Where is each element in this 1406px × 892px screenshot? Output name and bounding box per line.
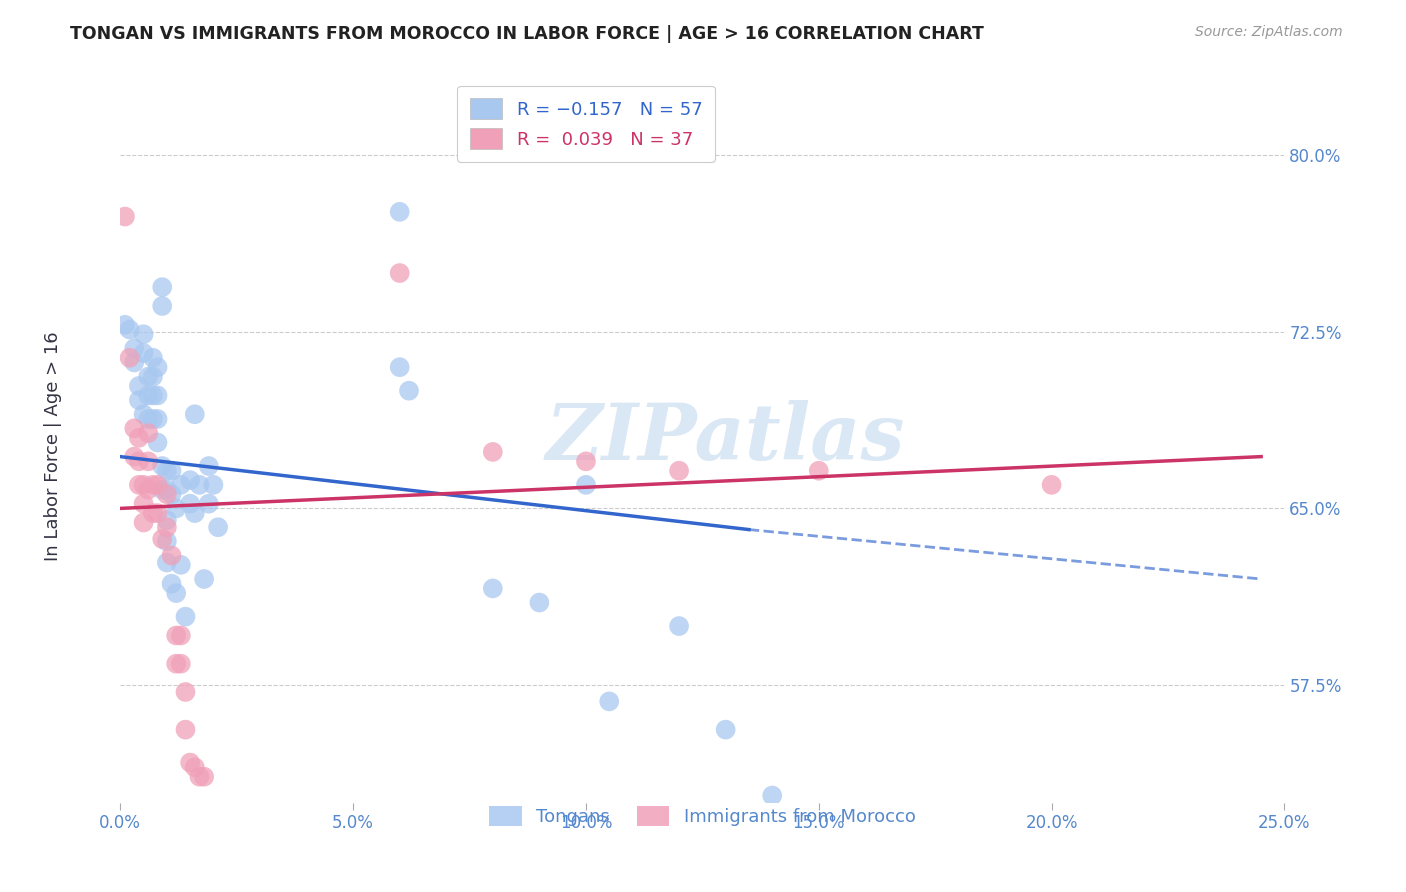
Point bbox=[165, 586, 187, 600]
Point bbox=[482, 445, 505, 459]
Point bbox=[388, 360, 411, 375]
Point bbox=[114, 318, 136, 332]
Point bbox=[150, 280, 173, 294]
Point bbox=[179, 473, 201, 487]
Point bbox=[136, 454, 159, 468]
Point bbox=[807, 464, 830, 478]
Point bbox=[150, 532, 173, 546]
Point bbox=[174, 685, 197, 699]
Point bbox=[132, 407, 155, 421]
Point bbox=[179, 756, 201, 770]
Point bbox=[202, 478, 225, 492]
Point bbox=[160, 549, 183, 563]
Point bbox=[197, 458, 219, 473]
Point bbox=[142, 369, 165, 384]
Point bbox=[184, 407, 207, 421]
Text: Source: ZipAtlas.com: Source: ZipAtlas.com bbox=[1195, 25, 1343, 39]
Point bbox=[146, 478, 169, 492]
Text: ZIPatlas: ZIPatlas bbox=[546, 400, 905, 476]
Point bbox=[388, 204, 411, 219]
Point bbox=[714, 723, 737, 737]
Point bbox=[197, 497, 219, 511]
Point bbox=[575, 478, 598, 492]
Point bbox=[668, 464, 690, 478]
Point bbox=[150, 458, 173, 473]
Point bbox=[668, 619, 690, 633]
Point bbox=[132, 346, 155, 360]
Point bbox=[165, 628, 187, 642]
Point bbox=[193, 770, 215, 784]
Point bbox=[146, 412, 169, 426]
Point bbox=[146, 506, 169, 520]
Point bbox=[165, 657, 187, 671]
Point bbox=[170, 478, 193, 492]
Point bbox=[165, 501, 187, 516]
Point bbox=[598, 694, 620, 708]
Point bbox=[132, 516, 155, 530]
Point bbox=[482, 582, 505, 596]
Point bbox=[114, 210, 136, 224]
Point bbox=[188, 770, 211, 784]
Text: TONGAN VS IMMIGRANTS FROM MOROCCO IN LABOR FORCE | AGE > 16 CORRELATION CHART: TONGAN VS IMMIGRANTS FROM MOROCCO IN LAB… bbox=[70, 25, 984, 43]
Point bbox=[156, 534, 179, 549]
Point bbox=[122, 421, 145, 435]
Point bbox=[122, 342, 145, 356]
Point bbox=[132, 497, 155, 511]
Point bbox=[160, 576, 183, 591]
Point bbox=[388, 266, 411, 280]
Point bbox=[156, 483, 179, 497]
Point bbox=[146, 388, 169, 402]
Point bbox=[150, 299, 173, 313]
Point bbox=[142, 388, 165, 402]
Point bbox=[128, 379, 150, 393]
Point bbox=[128, 478, 150, 492]
Point bbox=[170, 628, 193, 642]
Point bbox=[122, 450, 145, 464]
Point bbox=[142, 412, 165, 426]
Point bbox=[184, 760, 207, 774]
Point bbox=[761, 789, 783, 803]
Point bbox=[170, 657, 193, 671]
Point bbox=[193, 572, 215, 586]
Point bbox=[174, 723, 197, 737]
Point bbox=[174, 609, 197, 624]
Point bbox=[136, 483, 159, 497]
Point bbox=[146, 360, 169, 375]
Point bbox=[156, 556, 179, 570]
Point bbox=[150, 483, 173, 497]
Point bbox=[142, 506, 165, 520]
Point bbox=[136, 369, 159, 384]
Point bbox=[136, 412, 159, 426]
Point bbox=[398, 384, 420, 398]
Point bbox=[118, 322, 141, 336]
Point bbox=[128, 431, 150, 445]
Point bbox=[1040, 478, 1063, 492]
Point bbox=[132, 327, 155, 342]
Point bbox=[170, 558, 193, 572]
Point bbox=[142, 478, 165, 492]
Point bbox=[156, 513, 179, 527]
Point bbox=[118, 351, 141, 365]
Point bbox=[142, 351, 165, 365]
Point bbox=[156, 520, 179, 534]
Point bbox=[179, 497, 201, 511]
Point bbox=[146, 435, 169, 450]
Point bbox=[184, 506, 207, 520]
Point bbox=[160, 464, 183, 478]
Point bbox=[207, 520, 229, 534]
Point bbox=[529, 595, 551, 609]
Point bbox=[128, 393, 150, 408]
Legend: Tongans, Immigrants from Morocco: Tongans, Immigrants from Morocco bbox=[482, 798, 922, 834]
Point bbox=[122, 355, 145, 369]
Point bbox=[128, 454, 150, 468]
Point bbox=[132, 478, 155, 492]
Text: In Labor Force | Age > 16: In Labor Force | Age > 16 bbox=[45, 331, 62, 561]
Point bbox=[156, 487, 179, 501]
Point bbox=[188, 478, 211, 492]
Point bbox=[156, 464, 179, 478]
Point bbox=[160, 487, 183, 501]
Point bbox=[136, 426, 159, 441]
Point bbox=[136, 388, 159, 402]
Point bbox=[575, 454, 598, 468]
